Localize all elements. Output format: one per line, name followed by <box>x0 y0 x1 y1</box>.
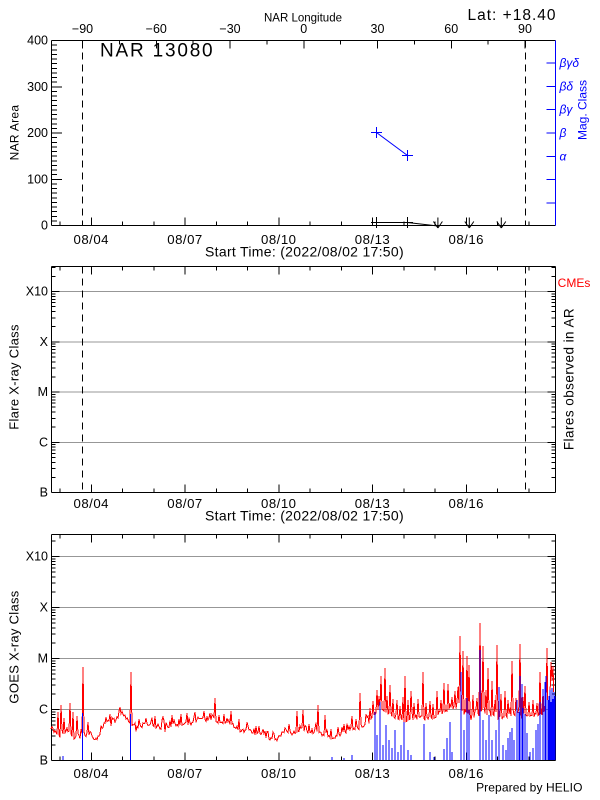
svg-text:X10: X10 <box>26 550 48 564</box>
svg-text:08/10: 08/10 <box>261 766 297 781</box>
svg-text:βγ: βγ <box>559 103 574 117</box>
svg-text:Mag. Class: Mag. Class <box>576 80 590 140</box>
svg-text:CMEs: CMEs <box>558 276 591 290</box>
svg-text:X10: X10 <box>26 285 48 299</box>
svg-text:90: 90 <box>518 22 532 36</box>
svg-text:−60: −60 <box>146 22 167 36</box>
svg-text:08/16: 08/16 <box>448 496 484 511</box>
svg-text:B: B <box>40 486 48 500</box>
svg-text:08/16: 08/16 <box>448 232 484 247</box>
svg-text:0: 0 <box>300 22 307 36</box>
svg-text:0: 0 <box>41 219 48 233</box>
svg-text:30: 30 <box>371 22 385 36</box>
svg-text:08/07: 08/07 <box>167 496 203 511</box>
svg-text:NAR Area: NAR Area <box>8 105 22 161</box>
svg-text:08/13: 08/13 <box>355 232 391 247</box>
svg-text:08/04: 08/04 <box>73 496 109 511</box>
svg-text:Flares observed in AR: Flares observed in AR <box>562 308 577 450</box>
svg-text:β: β <box>559 126 567 140</box>
svg-text:400: 400 <box>27 34 48 48</box>
svg-text:08/04: 08/04 <box>73 766 109 781</box>
svg-text:Start Time: (2022/08/02 17:50): Start Time: (2022/08/02 17:50) <box>205 244 404 260</box>
svg-text:100: 100 <box>27 172 48 186</box>
svg-text:B: B <box>40 754 48 768</box>
svg-text:GOES X-ray Class: GOES X-ray Class <box>7 590 22 703</box>
svg-text:08/13: 08/13 <box>355 766 391 781</box>
svg-text:Lat: +18.40: Lat: +18.40 <box>468 7 557 24</box>
svg-text:08/07: 08/07 <box>167 232 203 247</box>
svg-text:200: 200 <box>27 126 48 140</box>
svg-text:08/10: 08/10 <box>261 496 297 511</box>
svg-text:−30: −30 <box>219 22 240 36</box>
svg-text:08/07: 08/07 <box>167 766 203 781</box>
svg-text:60: 60 <box>444 22 458 36</box>
svg-text:Start Time: (2022/08/02 17:50): Start Time: (2022/08/02 17:50) <box>205 508 404 524</box>
svg-text:300: 300 <box>27 80 48 94</box>
svg-text:X: X <box>40 601 49 615</box>
svg-text:NAR Longitude: NAR Longitude <box>264 13 342 25</box>
svg-text:C: C <box>39 435 48 449</box>
svg-text:08/10: 08/10 <box>261 232 297 247</box>
svg-text:C: C <box>39 703 48 717</box>
svg-text:M: M <box>38 652 48 666</box>
svg-text:Prepared by HELIO: Prepared by HELIO <box>476 781 582 795</box>
svg-text:−90: −90 <box>72 22 93 36</box>
svg-text:NAR 13080: NAR 13080 <box>100 41 214 62</box>
svg-text:Flare X-ray Class: Flare X-ray Class <box>7 324 22 430</box>
svg-text:βγδ: βγδ <box>559 56 580 70</box>
svg-text:08/13: 08/13 <box>355 496 391 511</box>
svg-text:08/04: 08/04 <box>73 232 109 247</box>
svg-text:α: α <box>560 149 568 163</box>
svg-text:X: X <box>40 335 49 349</box>
svg-text:M: M <box>38 385 48 399</box>
svg-text:βδ: βδ <box>559 79 574 93</box>
svg-text:08/16: 08/16 <box>448 766 484 781</box>
